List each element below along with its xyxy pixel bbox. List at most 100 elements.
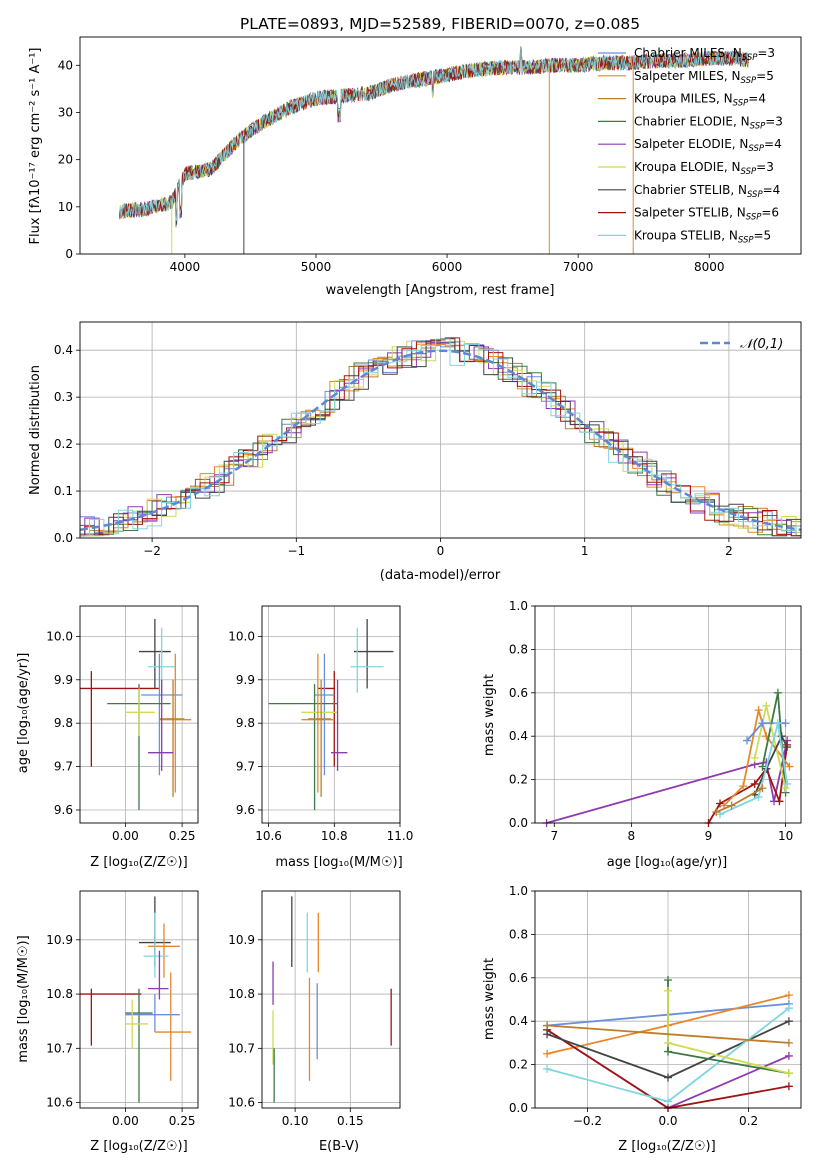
age_vs_mass-frame bbox=[261, 605, 401, 824]
y-tick-label: 0.6 bbox=[509, 971, 528, 985]
age_vs_mass-axes: 10.6 10.8 11.0 9.6 9.7 9.8 9.9 10.0 bbox=[228, 606, 413, 843]
weight-line bbox=[707, 744, 788, 824]
y-tick-label: 0 bbox=[65, 247, 73, 261]
weight-line bbox=[547, 1024, 789, 1044]
age_vs_Z-axes: 0.00 0.25 9.6 9.7 9.8 9.9 10.0 bbox=[46, 606, 198, 843]
x-tick-label: 0.0 bbox=[658, 1114, 677, 1128]
y-tick-label: 40 bbox=[58, 58, 73, 72]
y-tick-label: 9.7 bbox=[54, 760, 73, 774]
weight-marker bbox=[784, 1038, 793, 1047]
y-tick-label: 9.9 bbox=[236, 673, 255, 687]
y-tick-label: 0.6 bbox=[509, 686, 528, 700]
x-tick-label: 0.25 bbox=[169, 829, 196, 843]
legend-label: Salpeter STELIB, NSSP=6 bbox=[634, 206, 779, 223]
weight-marker bbox=[750, 753, 759, 762]
weight_vs_age-axes: 7 8 9 10 0.0 0.2 0.4 0.6 0.8 1.0 bbox=[509, 599, 801, 843]
weight-marker bbox=[781, 719, 790, 728]
weight-marker bbox=[784, 991, 793, 1000]
histogram-axes: −2 −1 0 1 2 0.0 0.1 0.2 0.3 0.4 bbox=[54, 322, 802, 558]
weight_vs_age-frame bbox=[534, 605, 802, 824]
histogram-steps bbox=[80, 343, 801, 537]
y-tick-label: 10.6 bbox=[46, 1096, 73, 1110]
y-tick-label: 9.6 bbox=[236, 803, 255, 817]
weight-marker bbox=[783, 743, 792, 752]
age_vs_Z-frame bbox=[79, 605, 199, 824]
histogram-steps bbox=[80, 343, 801, 537]
histogram-steps bbox=[80, 338, 801, 537]
y-tick-label: 9.8 bbox=[236, 716, 255, 730]
x-tick-label: 0 bbox=[437, 544, 445, 558]
weight-line bbox=[753, 734, 788, 796]
weight-age-xlabel: age [log₁₀(age/yr)] bbox=[607, 855, 728, 870]
weight-marker bbox=[543, 1049, 552, 1058]
x-tick-label: 1 bbox=[581, 544, 589, 558]
y-tick-label: 0.8 bbox=[509, 642, 528, 656]
mass_vs_Z-frame bbox=[79, 890, 199, 1109]
y-tick-label: 9.9 bbox=[54, 673, 73, 687]
weight-marker bbox=[739, 782, 748, 791]
y-tick-label: 0.3 bbox=[54, 390, 73, 404]
weight-marker bbox=[754, 792, 763, 801]
spectrum-title: PLATE=0893, MJD=52589, FIBERID=0070, z=0… bbox=[240, 15, 640, 33]
x-tick-label: 2 bbox=[725, 544, 733, 558]
y-tick-label: 10.0 bbox=[228, 629, 255, 643]
y-tick-label: 0.4 bbox=[509, 729, 528, 743]
weight-marker bbox=[758, 784, 767, 793]
legend-label: 𝒩(0,1) bbox=[740, 337, 783, 352]
x-tick-label: 7000 bbox=[563, 260, 594, 274]
spectrum-frame bbox=[79, 36, 802, 255]
x-tick-label: 8000 bbox=[694, 260, 725, 274]
mass-z-xlabel: Z [log₁₀(Z/Z☉)] bbox=[90, 1139, 187, 1154]
y-tick-label: 10.9 bbox=[46, 933, 73, 947]
x-tick-label: 10.8 bbox=[321, 829, 348, 843]
y-tick-label: 10.0 bbox=[46, 629, 73, 643]
legend-label: Chabrier ELODIE, NSSP=3 bbox=[634, 114, 783, 131]
weight-line bbox=[546, 740, 788, 824]
legend-label: Chabrier STELIB, NSSP=4 bbox=[634, 183, 780, 200]
gaussian-curve bbox=[79, 349, 802, 532]
weight-marker bbox=[775, 797, 784, 806]
weight-marker bbox=[664, 1073, 672, 1082]
weight-marker bbox=[727, 801, 736, 810]
weight-marker bbox=[781, 784, 790, 793]
legend-label: Kroupa STELIB, NSSP=5 bbox=[634, 228, 771, 245]
y-tick-label: 10 bbox=[58, 200, 73, 214]
weight-marker bbox=[664, 1038, 672, 1047]
weight-marker bbox=[543, 1064, 552, 1073]
x-tick-label: 0.00 bbox=[112, 829, 139, 843]
weight-marker bbox=[785, 762, 794, 771]
y-tick-label: 0.4 bbox=[54, 343, 73, 357]
y-tick-label: 10.6 bbox=[228, 1096, 255, 1110]
weight-marker bbox=[784, 1082, 793, 1091]
weight-marker bbox=[762, 701, 771, 710]
x-tick-label: 9 bbox=[705, 829, 713, 843]
weight_vs_Z-frame bbox=[534, 890, 802, 1109]
y-tick-label: 10.7 bbox=[228, 1041, 255, 1055]
mass_vs_ebv-frame bbox=[261, 890, 401, 1109]
weight-marker bbox=[784, 1004, 793, 1013]
y-tick-label: 1.0 bbox=[509, 884, 528, 898]
weight-marker bbox=[784, 1051, 793, 1060]
y-tick-label: 0.1 bbox=[54, 484, 73, 498]
weight-z-xlabel: Z [log₁₀(Z/Z☉)] bbox=[618, 1139, 715, 1154]
y-tick-label: 0.4 bbox=[509, 1014, 528, 1028]
x-tick-label: 11.0 bbox=[387, 829, 414, 843]
histogram-steps bbox=[80, 337, 801, 537]
y-tick-label: 9.7 bbox=[236, 760, 255, 774]
x-tick-label: 5000 bbox=[301, 260, 332, 274]
weight-marker bbox=[784, 1069, 793, 1078]
y-tick-label: 20 bbox=[58, 153, 73, 167]
x-tick-label: 8 bbox=[628, 829, 636, 843]
weight-marker bbox=[743, 736, 752, 745]
spectrum-ylabel: Flux [fλ10⁻¹⁷ erg cm⁻² s⁻¹ A⁻¹] bbox=[28, 48, 43, 245]
weight-marker bbox=[758, 719, 767, 728]
weight-marker bbox=[784, 1017, 793, 1026]
weight-marker bbox=[543, 1030, 552, 1039]
x-tick-label: 0.10 bbox=[282, 1114, 309, 1128]
x-tick-label: 7 bbox=[550, 829, 558, 843]
weight-line bbox=[667, 980, 790, 1075]
x-tick-label: 0.25 bbox=[169, 1114, 196, 1128]
histogram-xlabel: (data-model)/error bbox=[380, 568, 501, 583]
histogram-steps bbox=[80, 340, 801, 537]
